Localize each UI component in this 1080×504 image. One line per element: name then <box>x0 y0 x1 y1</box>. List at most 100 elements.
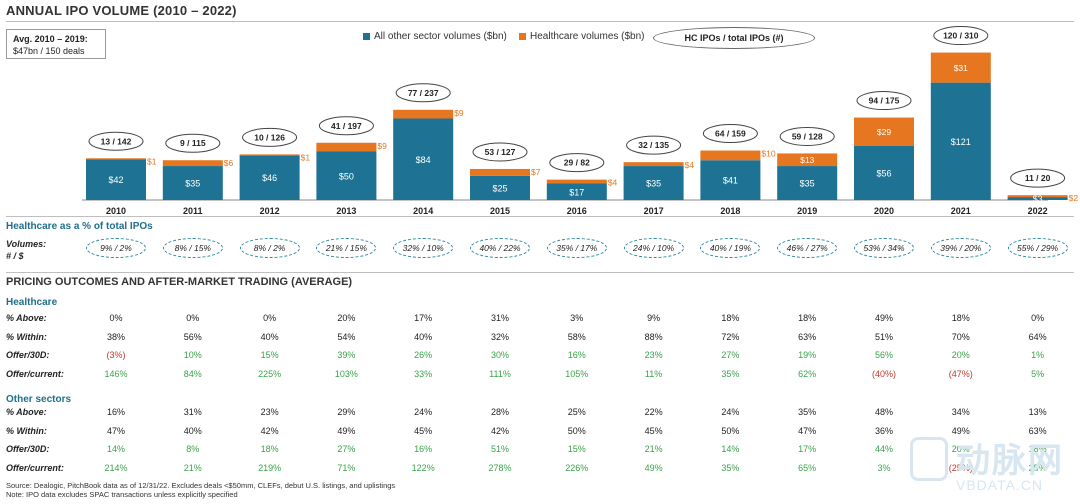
cell-hc-1-2011: 56% <box>183 331 202 342</box>
bar-healthcare-2019 <box>777 153 838 167</box>
label-other-2020: $56 <box>876 168 891 178</box>
cell-hc-1-2013: 54% <box>337 331 356 342</box>
cell-hc-2-2019: 19% <box>798 350 817 360</box>
annotation-2012: 10 / 126 <box>254 132 285 142</box>
annotation-2011: 9 / 115 <box>180 138 206 148</box>
cell-other-1-2019: 47% <box>798 425 817 436</box>
source-line1: Source: Dealogic, PitchBook data as of 1… <box>6 481 396 490</box>
cell-other-0-2011: 31% <box>183 407 202 417</box>
bar-healthcare-2013 <box>316 142 377 152</box>
row-label-other-3: Offer/current: <box>6 462 64 473</box>
cell-hc-1-2017: 88% <box>644 331 663 342</box>
bar-healthcare-2017 <box>623 162 684 167</box>
cell-other-2-2021: 20% <box>951 444 970 454</box>
label-other-2018: $41 <box>723 176 738 186</box>
cell-other-2-2017: 21% <box>644 444 663 454</box>
cell-hc-1-2012: 40% <box>260 331 279 342</box>
cell-hc-1-2022: 64% <box>1028 331 1047 342</box>
cell-other-2-2013: 27% <box>337 444 356 454</box>
pricing-rule <box>6 272 1074 273</box>
bar-other-2017 <box>623 166 684 200</box>
tick-label-2018: 2018 <box>720 206 740 216</box>
watermark-logo-icon <box>910 437 948 481</box>
cell-other-3-2011: 21% <box>183 462 202 473</box>
cell-other-0-2017: 22% <box>644 407 663 417</box>
tick-label-2022: 2022 <box>1028 206 1048 216</box>
bar-other-2011 <box>162 166 223 200</box>
cell-other-0-2019: 35% <box>798 407 817 417</box>
cell-other-3-2019: 65% <box>798 462 817 473</box>
label-healthcare-2020: $29 <box>877 127 891 137</box>
bar-other-2021 <box>930 82 991 200</box>
cell-hc-2-2015: 30% <box>490 350 509 360</box>
cell-other-0-2020: 48% <box>874 407 893 417</box>
cell-other-1-2010: 47% <box>106 425 125 436</box>
cell-other-0-2018: 24% <box>721 407 740 417</box>
cell-hc-3-2011: 84% <box>183 368 202 379</box>
tick-label-2011: 2011 <box>183 206 203 216</box>
annotation-oval-2016 <box>549 153 605 173</box>
label-other-2017: $35 <box>646 179 661 189</box>
cell-other-3-2022: 25% <box>1028 462 1047 473</box>
hc-share-2015: 40% / 22% <box>470 238 530 258</box>
cell-hc-1-2015: 32% <box>490 331 509 342</box>
annotation-oval-2011 <box>165 133 221 153</box>
source-note: Source: Dealogic, PitchBook data as of 1… <box>6 481 395 499</box>
group-other-title: Other sectors <box>6 394 72 405</box>
tick-label-2013: 2013 <box>336 206 356 216</box>
tick-label-2012: 2012 <box>260 206 280 216</box>
hc-share-2016: 35% / 17% <box>546 238 607 258</box>
cell-hc-0-2010: 0% <box>109 313 123 323</box>
annotation-oval-2019 <box>779 126 835 146</box>
tick-label-2021: 2021 <box>951 206 971 216</box>
label-other-2015: $25 <box>492 183 507 193</box>
cell-other-3-2015: 278% <box>488 462 512 473</box>
cell-hc-3-2022: 5% <box>1031 368 1045 379</box>
label-healthcare-2022: $2 <box>1069 193 1079 203</box>
annotation-oval-2021 <box>933 26 989 46</box>
label-other-2022: $3 <box>1033 194 1043 204</box>
cell-other-0-2014: 24% <box>414 407 433 417</box>
cell-other-3-2010: 214% <box>104 462 128 473</box>
bar-healthcare-2022 <box>1007 195 1068 198</box>
bar-other-2014 <box>393 118 454 200</box>
cell-hc-3-2018: 35% <box>721 368 740 379</box>
annotation-2017: 32 / 135 <box>638 140 669 150</box>
cell-hc-2-2021: 20% <box>951 350 970 360</box>
annotation-oval-2018 <box>702 124 758 144</box>
label-other-2014: $84 <box>416 155 431 165</box>
annotation-oval-2013 <box>318 116 374 136</box>
annotation-2020: 94 / 175 <box>869 96 900 106</box>
label-other-2021: $121 <box>951 137 971 147</box>
label-healthcare-2016: $4 <box>608 178 618 188</box>
label-other-2013: $50 <box>339 171 354 181</box>
tick-label-2015: 2015 <box>490 206 510 216</box>
tick-label-2014: 2014 <box>413 206 433 216</box>
bar-healthcare-2021 <box>930 52 991 83</box>
cell-other-1-2021: 49% <box>951 425 970 436</box>
bar-healthcare-2016 <box>546 179 607 184</box>
cell-hc-0-2015: 31% <box>490 313 509 323</box>
bar-other-2015 <box>470 175 530 200</box>
cell-hc-1-2021: 70% <box>951 331 970 342</box>
cell-other-1-2012: 42% <box>260 425 279 436</box>
cell-other-3-2016: 226% <box>565 462 589 473</box>
average-box: Avg. 2010 – 2019: $47bn / 150 deals <box>6 29 106 59</box>
cell-hc-3-2021: (47%) <box>948 368 973 379</box>
annotation-oval-2014 <box>395 83 451 103</box>
legend-healthcare-label: Healthcare volumes ($bn) <box>530 31 645 42</box>
cell-hc-0-2013: 20% <box>337 313 356 323</box>
cell-hc-3-2020: (40%) <box>871 368 896 379</box>
annotation-2022: 11 / 20 <box>1025 173 1051 183</box>
cell-hc-2-2011: 10% <box>183 350 202 360</box>
cell-other-0-2013: 29% <box>337 407 356 417</box>
cell-hc-1-2018: 72% <box>721 331 740 342</box>
cell-hc-3-2012: 225% <box>258 368 282 379</box>
label-other-2019: $35 <box>800 179 815 189</box>
label-healthcare-2012: $1 <box>301 152 311 162</box>
legend-healthcare-swatch <box>519 33 526 40</box>
label-other-2010: $42 <box>108 175 123 185</box>
cell-hc-3-2014: 33% <box>414 368 433 379</box>
cell-hc-0-2018: 18% <box>721 313 740 323</box>
cell-hc-2-2022: 1% <box>1031 350 1045 360</box>
